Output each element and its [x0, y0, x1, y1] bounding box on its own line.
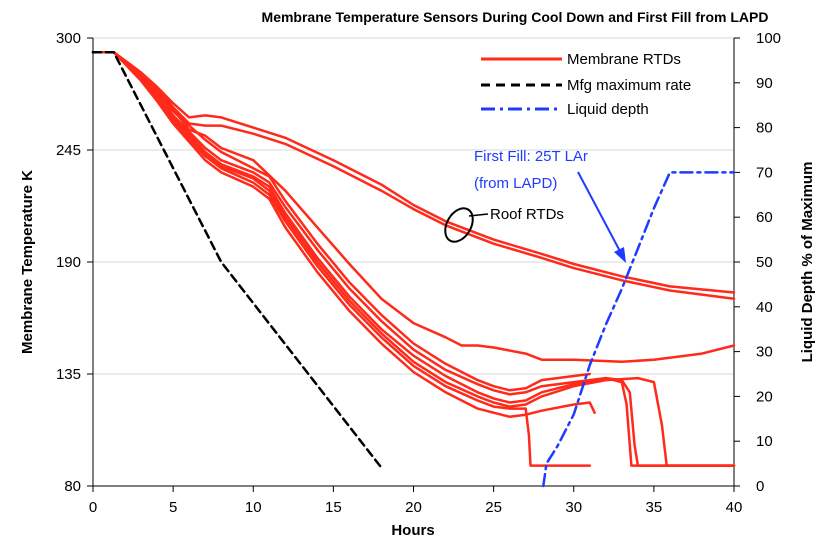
first-fill-arrow-head: [614, 247, 626, 263]
y-left-axis-label: Membrane Temperature K: [19, 170, 36, 354]
roof-rtds-annotation: Roof RTDs: [444, 206, 564, 243]
legend-label-liquid-depth: Liquid depth: [567, 101, 649, 118]
x-ticks: 0 5 10 15 20 25 30 35 40: [89, 486, 743, 516]
y-right-tick-label: 60: [756, 209, 773, 226]
y-right-tick-label: 0: [756, 478, 764, 495]
y-right-tick-label: 100: [756, 30, 781, 47]
x-tick-label: 10: [245, 499, 262, 516]
series-line-rtd-5: [91, 51, 736, 467]
series-line-liquid-10: [542, 171, 736, 488]
y-left-ticks: 80 135 190 245 300: [56, 30, 93, 495]
y-left-tick-label: 300: [56, 30, 81, 47]
legend-label-membrane-rtds: Membrane RTDs: [567, 51, 681, 68]
first-fill-label-line2: (from LAPD): [474, 175, 557, 192]
x-tick-label: 30: [565, 499, 582, 516]
first-fill-annotation: First Fill: 25T LAr (from LAPD): [474, 148, 626, 263]
roof-rtds-circle: [444, 207, 474, 243]
first-fill-arrow-line: [577, 171, 623, 256]
chart-title: Membrane Temperature Sensors During Cool…: [262, 9, 769, 25]
y-left-tick-label: 190: [56, 254, 81, 271]
x-tick-label: 40: [726, 499, 743, 516]
x-tick-label: 20: [405, 499, 422, 516]
legend: Membrane RTDs Mfg maximum rate Liquid de…: [481, 51, 691, 118]
series-line-rtd-2: [91, 51, 736, 364]
y-right-tick-label: 90: [756, 75, 773, 92]
series-line-rtd-8: [91, 51, 596, 419]
y-left-tick-label: 245: [56, 142, 81, 159]
y-left-tick-label: 135: [56, 366, 81, 383]
roof-rtds-label: Roof RTDs: [490, 206, 564, 223]
legend-label-mfg-rate: Mfg maximum rate: [567, 77, 691, 94]
series-line-rtd-1: [91, 51, 736, 300]
y-right-tick-label: 50: [756, 254, 773, 271]
y-right-tick-label: 30: [756, 344, 773, 361]
y-right-tick-label: 20: [756, 388, 773, 405]
series-line-rtd-0: [91, 51, 736, 294]
first-fill-label-line1: First Fill: 25T LAr: [474, 148, 588, 165]
y-right-ticks: 0 10 20 30 40 50 60 70 80 90 100: [734, 30, 781, 495]
y-right-tick-label: 10: [756, 433, 773, 450]
x-tick-label: 15: [325, 499, 342, 516]
x-tick-label: 0: [89, 499, 97, 516]
y-right-tick-label: 40: [756, 299, 773, 316]
series-line-mfg-9: [91, 51, 383, 469]
y-right-axis-label: Liquid Depth % of Maximum: [799, 162, 816, 363]
x-tick-label: 25: [485, 499, 502, 516]
y-right-tick-label: 80: [756, 120, 773, 137]
x-axis-label: Hours: [391, 522, 434, 539]
y-left-tick-label: 80: [64, 478, 81, 495]
x-tick-label: 35: [646, 499, 663, 516]
y-right-tick-label: 70: [756, 164, 773, 181]
series-line-rtd-6: [91, 51, 736, 467]
series-group: [91, 51, 736, 488]
x-tick-label: 5: [169, 499, 177, 516]
roof-rtds-leader: [468, 213, 489, 217]
series-line-rtd-3: [91, 51, 592, 392]
